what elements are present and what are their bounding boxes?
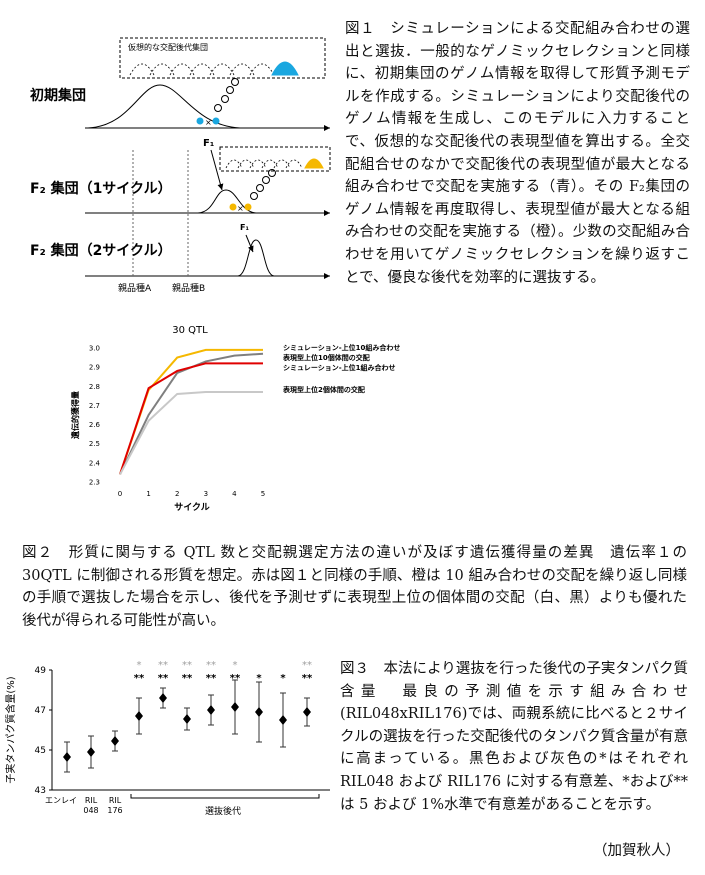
point: [303, 707, 311, 717]
caption: 図２ 形質に関与する QTL 数と交配親選定方法の違いが及ぼす遺伝獲得量の差異 …: [22, 545, 687, 629]
y-tick-label: 3.0: [89, 345, 100, 353]
sig-ril176: *: [137, 660, 142, 671]
x-tick-label: エンレイ: [45, 796, 77, 805]
sig-ril048: **: [182, 673, 193, 684]
curve: [87, 84, 241, 129]
sig-ril176: **: [182, 660, 192, 671]
chain: [250, 192, 258, 200]
best-curve: [271, 61, 299, 76]
sig-ril176: *: [233, 660, 238, 671]
y-tick-label: 2.5: [89, 440, 100, 448]
label: F₁: [240, 223, 249, 232]
chain: [231, 78, 239, 86]
sig-ril048: *: [256, 673, 262, 684]
sig-ril048: **: [158, 673, 169, 684]
y-tick-label: 45: [35, 746, 46, 756]
cross: ×: [237, 204, 244, 213]
point: [231, 702, 239, 712]
point: [63, 752, 71, 762]
sig-ril048: **: [302, 673, 313, 684]
line: [119, 362, 263, 475]
chain: [226, 86, 234, 94]
sig-ril048: **: [230, 673, 241, 684]
label: 親品種A: [118, 282, 152, 294]
virtual-box: [219, 146, 331, 172]
chain: [268, 169, 276, 177]
chart-title: 30 QTL: [172, 325, 208, 336]
y-tick-label: 43: [35, 786, 46, 796]
figure1-labels: 仮想的な交配後代集団 初期集団 × F₁ F₂ 集団（1サイクル） × F₁ F…: [30, 42, 249, 294]
x-tick-label: 5: [261, 490, 265, 498]
y-tick-label: 49: [35, 666, 47, 676]
group-bracket: [130, 794, 320, 799]
x-tick-label: 0: [118, 490, 122, 498]
box-label: 仮想的な交配後代集団: [128, 42, 208, 52]
x-tick-label: RIL 048: [83, 796, 99, 815]
sig-ril176: **: [206, 660, 216, 671]
group-label: 選抜後代: [205, 805, 241, 817]
point: [279, 715, 287, 725]
x-tick-label: RIL 176: [107, 796, 123, 815]
caption: 図３ 本法により選抜を行った後代の子実タンパク質含量 最良の予測値を示す組み合わ…: [340, 661, 688, 813]
sig-ril176: **: [302, 660, 312, 671]
virtual-curves: [225, 159, 303, 169]
y-tick-label: 2.6: [89, 421, 101, 429]
figure1: [85, 37, 331, 279]
cross: ×: [205, 118, 212, 127]
x-tick-label: 1: [146, 490, 150, 498]
point: [255, 707, 263, 717]
virtual-box: [119, 37, 326, 79]
legend-label: シミュレーション-上位1組み合わせ: [283, 363, 396, 372]
caption: 図１ シミュレーションによる交配組み合わせの選出と選抜．一般的なゲノミックセレク…: [345, 21, 690, 286]
y-tick-label: 2.8: [89, 383, 100, 391]
point: [135, 711, 143, 721]
y-tick-label: 2.9: [89, 364, 100, 372]
parent-dot: [196, 117, 204, 125]
curve: [237, 239, 275, 277]
point: [183, 714, 191, 724]
point: [207, 705, 215, 715]
point: [111, 736, 119, 746]
legend-label: 表現型上位10個体間の交配: [282, 353, 370, 362]
best-curve: [304, 158, 324, 169]
x-tick-label: 3: [204, 490, 208, 498]
y-tick-label: 2.7: [89, 402, 100, 410]
label: F₂ 集団（2サイクル）: [30, 242, 172, 259]
point: [159, 693, 167, 703]
sig-ril048: *: [280, 673, 286, 684]
arrow: [210, 149, 224, 191]
label: 親品種B: [172, 282, 205, 294]
legend-label: シミュレーション-上位10組み合わせ: [283, 343, 400, 352]
chain: [256, 184, 264, 192]
legend-label: 表現型上位2個体間の交配: [282, 385, 365, 394]
y-tick-label: 47: [35, 706, 46, 716]
parent-dot: [229, 203, 237, 211]
y-tick-label: 2.3: [89, 479, 100, 487]
label: F₂ 集団（1サイクル）: [30, 180, 172, 197]
parent-dot: [244, 203, 252, 211]
line: [119, 391, 263, 475]
y-axis-label: 子実タンパク質含量(%): [4, 676, 17, 783]
arrow: [245, 234, 254, 253]
point: [87, 747, 95, 757]
chain: [221, 95, 229, 103]
label: 初期集団: [30, 87, 86, 104]
author: （加賀秋人）: [593, 843, 680, 859]
label: F₁: [203, 138, 214, 149]
sig-ril048: **: [206, 673, 217, 684]
chain: [262, 176, 270, 184]
y-axis-label: 遺伝的獲得量: [70, 391, 80, 440]
parent-dot: [212, 117, 220, 125]
virtual-curves: [129, 63, 275, 76]
sig-ril048: **: [134, 673, 145, 684]
sig-ril176: **: [158, 660, 168, 671]
y-tick-label: 2.4: [89, 459, 101, 467]
x-axis-label: サイクル: [174, 502, 210, 513]
chain: [214, 104, 222, 112]
x-tick-label: 4: [232, 490, 237, 498]
x-tick-label: 2: [175, 490, 179, 498]
